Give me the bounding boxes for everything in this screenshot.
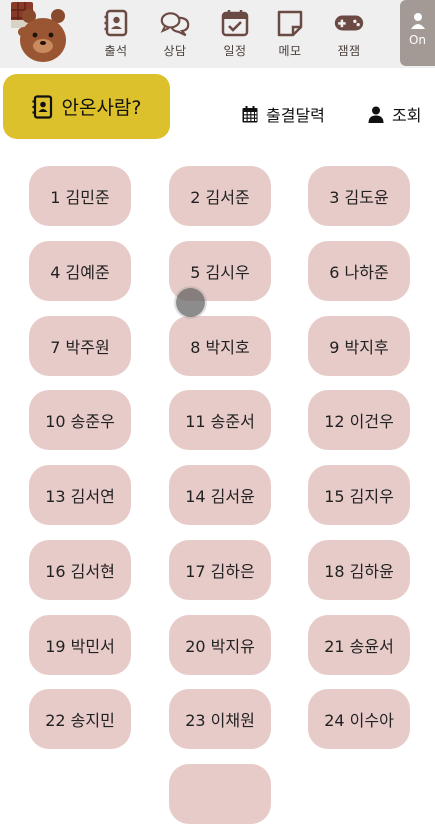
nav-attendance-label: 출석 bbox=[104, 44, 128, 58]
student-button[interactable]: 1 김민준 bbox=[29, 166, 131, 226]
user-icon bbox=[410, 13, 425, 29]
absent-students-label: 안온사람? bbox=[61, 97, 142, 119]
attendance-calendar-label: 출결달력 bbox=[266, 106, 325, 125]
student-button[interactable]: 11 송준서 bbox=[169, 390, 271, 450]
student-button[interactable]: 2 김서준 bbox=[169, 166, 271, 226]
student-button[interactable]: 15 김지우 bbox=[308, 465, 410, 525]
student-button[interactable]: 7 박주원 bbox=[29, 316, 131, 376]
student-button[interactable]: 17 김하은 bbox=[169, 540, 271, 600]
student-button[interactable]: 14 김서윤 bbox=[169, 465, 271, 525]
student-button[interactable]: 6 나하준 bbox=[308, 241, 410, 301]
contact-card-icon bbox=[104, 9, 128, 37]
student-button[interactable]: 24 이수아 bbox=[308, 689, 410, 749]
nav-games-label: 잼잼 bbox=[337, 44, 361, 58]
nav-memo[interactable]: 메모 bbox=[262, 6, 318, 62]
student-button[interactable]: 3 김도윤 bbox=[308, 166, 410, 226]
student-button[interactable]: 12 이건우 bbox=[308, 390, 410, 450]
student-button[interactable]: 16 김서현 bbox=[29, 540, 131, 600]
sticky-note-icon bbox=[277, 10, 303, 37]
student-button[interactable] bbox=[169, 764, 271, 824]
student-button[interactable]: 23 이채원 bbox=[169, 689, 271, 749]
absent-students-button[interactable]: 안온사람? bbox=[3, 74, 170, 139]
on-toggle-button[interactable]: On bbox=[400, 0, 435, 66]
attendance-calendar-link[interactable]: 출결달력 bbox=[242, 102, 325, 126]
student-button[interactable]: 18 김하윤 bbox=[308, 540, 410, 600]
student-button[interactable]: 4 김예준 bbox=[29, 241, 131, 301]
nav-schedule-label: 일정 bbox=[223, 44, 247, 58]
nav-counseling[interactable]: 상담 bbox=[147, 6, 203, 62]
nav-counseling-label: 상담 bbox=[163, 44, 187, 58]
chat-bubbles-icon bbox=[160, 12, 190, 37]
student-button[interactable]: 22 송지민 bbox=[29, 689, 131, 749]
student-button[interactable]: 8 박지호 bbox=[169, 316, 271, 376]
lookup-link[interactable]: 조회 bbox=[368, 102, 421, 126]
student-button[interactable]: 10 송준우 bbox=[29, 390, 131, 450]
calendar-icon bbox=[242, 105, 258, 122]
contact-card-icon bbox=[32, 94, 53, 119]
calendar-check-icon bbox=[221, 10, 249, 37]
student-button[interactable]: 19 박민서 bbox=[29, 615, 131, 675]
nav-attendance[interactable]: 출석 bbox=[88, 6, 144, 62]
gamepad-icon bbox=[334, 15, 364, 31]
top-nav-bar: 출석 상담 일정 메모 bbox=[0, 0, 435, 68]
nav-memo-label: 메모 bbox=[278, 44, 302, 58]
student-button[interactable]: 13 김서연 bbox=[29, 465, 131, 525]
student-button[interactable]: 9 박지후 bbox=[308, 316, 410, 376]
student-button[interactable]: 21 송윤서 bbox=[308, 615, 410, 675]
lookup-label: 조회 bbox=[392, 106, 422, 125]
user-icon bbox=[368, 106, 384, 123]
nav-games[interactable]: 잼잼 bbox=[321, 6, 377, 62]
touch-cursor-indicator bbox=[176, 288, 205, 317]
on-toggle-label: On bbox=[408, 33, 427, 47]
nav-schedule[interactable]: 일정 bbox=[207, 6, 263, 62]
student-button[interactable]: 20 박지유 bbox=[169, 615, 271, 675]
bear-logo-icon[interactable] bbox=[8, 2, 72, 64]
